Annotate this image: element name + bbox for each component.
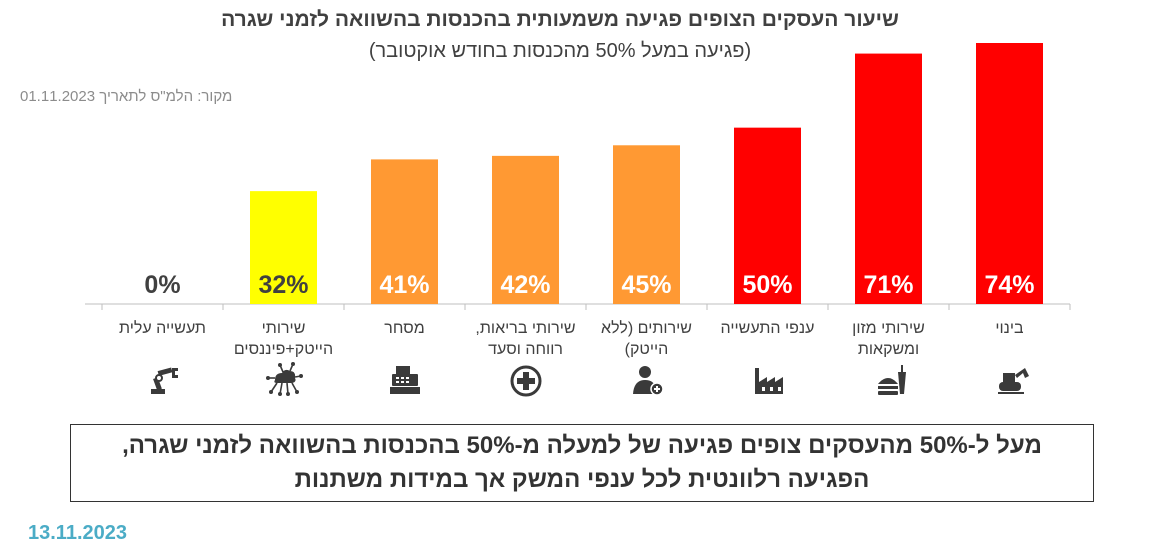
summary-box: מעל ל-50% מהעסקים צופים פגיעה של למעלה מ…	[70, 424, 1094, 502]
category-label-1: שירותי מזון ומשקאות	[852, 320, 925, 358]
category-label-6: שירותי הייטק+פיננסים	[233, 320, 334, 358]
chart-subtitle: (פגיעה במעל 50% מהכנסות בחודש אוקטובר)	[368, 40, 752, 62]
medical-cross-icon	[466, 360, 586, 400]
bar-6	[250, 191, 317, 304]
chart-title: שיעור העסקים הצופים פגיעה משמעותית בהכנס…	[221, 8, 899, 31]
data-label-2: 50%	[742, 271, 792, 299]
bar-5	[371, 159, 438, 304]
category-label-7: תעשייה עלית	[119, 320, 206, 337]
bar-0	[976, 43, 1043, 304]
bar-4	[492, 155, 559, 304]
category-label-3: שירותים (ללא הייטק)	[601, 320, 692, 358]
category-label-5: מסחר	[384, 320, 425, 337]
data-label-5: 41%	[379, 271, 429, 299]
data-label-7: 0%	[144, 271, 180, 299]
bar-3	[613, 145, 680, 304]
network-cloud-icon	[224, 360, 344, 400]
factory-icon	[708, 360, 828, 400]
summary-text: מעל ל-50% מהעסקים צופים פגיעה של למעלה מ…	[122, 432, 1042, 493]
category-label-0: בינוי	[995, 320, 1024, 337]
data-label-6: 32%	[258, 271, 308, 299]
person-plus-icon	[587, 360, 707, 400]
category-label-4: שירותי בריאות, רווחה וסעד	[475, 320, 576, 358]
data-label-3: 45%	[621, 271, 671, 299]
bar-2	[734, 127, 801, 304]
bar-chart: 74% 71% 50% 45% 42% 41% 32% 0%	[85, 43, 1071, 310]
bar-1	[855, 53, 922, 304]
source-note: מקור: הלמ"ס לתאריך 01.11.2023	[20, 88, 233, 105]
excavator-icon	[950, 360, 1070, 400]
data-label-4: 42%	[500, 271, 550, 299]
fast-food-icon	[829, 360, 949, 400]
publish-date: 13.11.2023	[28, 522, 127, 544]
data-label-1: 71%	[863, 271, 913, 299]
robot-arm-icon	[103, 360, 223, 400]
category-label-2: ענפי התעשייה	[720, 320, 815, 337]
cash-register-icon	[345, 360, 465, 400]
data-label-0: 74%	[984, 271, 1034, 299]
